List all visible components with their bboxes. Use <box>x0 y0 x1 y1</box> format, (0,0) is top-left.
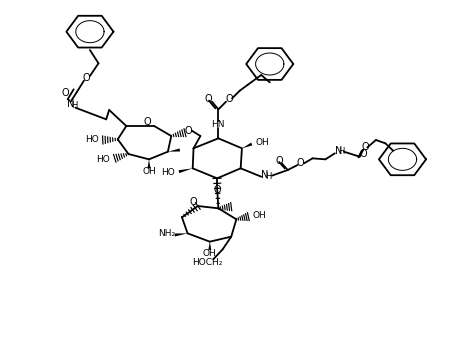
Text: N: N <box>334 146 342 156</box>
Text: O: O <box>213 185 221 195</box>
Text: O: O <box>190 197 197 207</box>
Text: O: O <box>276 156 283 166</box>
Text: HO: HO <box>161 168 175 177</box>
Text: O: O <box>361 142 369 152</box>
Polygon shape <box>147 159 151 168</box>
Text: N: N <box>261 170 268 180</box>
Text: O: O <box>359 149 367 159</box>
Polygon shape <box>174 233 187 236</box>
Text: O: O <box>61 88 69 98</box>
Text: O: O <box>144 117 152 127</box>
Text: HO: HO <box>85 135 98 144</box>
Polygon shape <box>168 148 180 152</box>
Text: O: O <box>297 158 304 168</box>
Text: O: O <box>225 94 233 104</box>
Text: NH₂: NH₂ <box>158 229 176 238</box>
Polygon shape <box>179 168 193 173</box>
Polygon shape <box>208 242 211 250</box>
Text: OH: OH <box>255 138 269 147</box>
Text: H: H <box>71 101 78 110</box>
Text: HO: HO <box>96 155 110 164</box>
Text: H: H <box>338 147 344 156</box>
Text: N: N <box>67 99 75 109</box>
Text: OH: OH <box>142 167 156 176</box>
Text: O: O <box>185 126 192 136</box>
Text: O: O <box>205 94 212 104</box>
Polygon shape <box>242 143 252 148</box>
Text: OH: OH <box>203 249 217 258</box>
Text: O: O <box>83 73 90 83</box>
Text: H: H <box>265 172 271 181</box>
Text: HOCH₂: HOCH₂ <box>193 258 223 267</box>
Text: OH: OH <box>252 211 267 220</box>
Text: HN: HN <box>211 120 225 129</box>
